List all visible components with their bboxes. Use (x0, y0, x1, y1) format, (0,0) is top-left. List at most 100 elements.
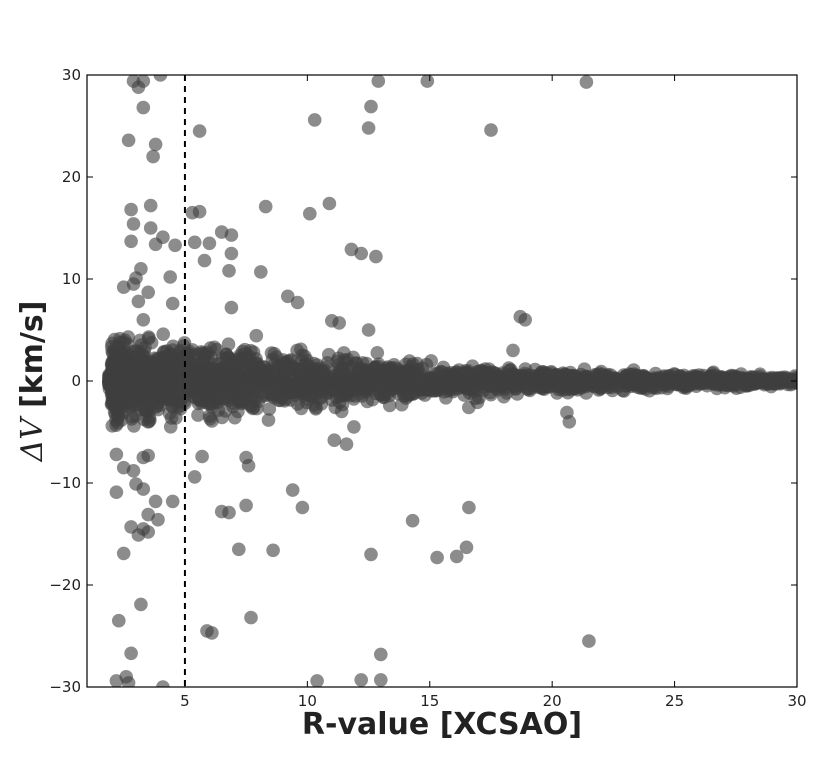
data-point (148, 137, 163, 152)
y-tick-label: −10 (49, 474, 81, 492)
x-tick-label: 20 (543, 692, 562, 710)
data-point (459, 375, 474, 389)
data-point (168, 238, 182, 253)
data-point (624, 377, 638, 392)
data-point (232, 542, 246, 557)
y-tick-label: 20 (62, 168, 81, 186)
data-point (338, 384, 352, 399)
data-point (197, 253, 212, 268)
data-point (156, 680, 170, 687)
data-point (291, 374, 306, 388)
data-point (205, 626, 219, 640)
data-point (148, 494, 163, 509)
data-point (348, 389, 363, 403)
data-point (105, 364, 120, 378)
data-point (112, 613, 126, 628)
data-point (126, 464, 141, 478)
data-point (241, 458, 256, 473)
x-axis-label: R-value [XCSAO] (302, 707, 582, 742)
data-point (374, 673, 388, 687)
data-point (202, 409, 217, 423)
data-point (506, 343, 520, 358)
data-point (404, 359, 419, 374)
data-point (371, 75, 386, 88)
data-point (310, 674, 324, 687)
data-point (462, 500, 476, 515)
data-point (224, 228, 239, 242)
data-point (403, 387, 418, 402)
data-point (385, 364, 400, 378)
data-point (232, 348, 247, 363)
data-point (156, 327, 170, 342)
data-point (109, 485, 124, 500)
data-point (116, 280, 131, 295)
data-point (339, 437, 354, 452)
data-point (696, 374, 711, 388)
data-point (222, 264, 236, 278)
data-point (136, 363, 150, 377)
y-axis-label: ΔV [km/s] (15, 301, 50, 463)
data-point (125, 362, 139, 376)
data-point (327, 433, 342, 448)
data-point (281, 289, 295, 304)
data-point (187, 356, 201, 371)
data-point (109, 413, 123, 427)
data-point (133, 333, 147, 348)
data-point (141, 285, 155, 300)
data-point (121, 133, 136, 148)
data-point (126, 217, 141, 231)
data-point (155, 360, 170, 375)
data-point (285, 385, 299, 399)
data-point (327, 369, 342, 383)
data-point (444, 379, 459, 394)
data-point (222, 505, 236, 520)
data-point (222, 350, 236, 365)
data-point (579, 75, 594, 89)
data-point (194, 394, 209, 408)
data-point (303, 206, 317, 221)
data-point (249, 328, 264, 343)
data-point (143, 198, 158, 213)
y-tick-label: 30 (62, 66, 81, 84)
data-point (135, 347, 150, 362)
data-points-layer (102, 75, 797, 687)
data-point (136, 482, 151, 496)
data-point (766, 372, 781, 386)
data-point (354, 673, 369, 687)
data-point (708, 368, 722, 383)
data-point (244, 610, 258, 625)
data-point (371, 359, 386, 374)
data-point (322, 196, 337, 211)
data-point (361, 121, 376, 135)
data-point (285, 483, 300, 497)
data-point (252, 372, 267, 386)
data-point (550, 379, 565, 394)
data-point (646, 380, 660, 395)
data-point (134, 597, 148, 612)
data-point (144, 335, 159, 350)
data-point (141, 525, 155, 539)
data-point (358, 377, 373, 392)
data-point (298, 349, 312, 364)
data-point (374, 647, 388, 662)
data-point (218, 404, 233, 418)
data-point (267, 346, 282, 361)
data-point (535, 376, 549, 391)
data-point (518, 313, 532, 327)
data-point (742, 378, 756, 393)
data-point (197, 367, 212, 382)
data-point (224, 300, 239, 315)
data-point (468, 391, 482, 406)
data-point (192, 204, 207, 219)
data-point (381, 385, 396, 400)
data-point (459, 540, 474, 555)
y-axis-label-symbol: ΔV (15, 415, 50, 463)
data-point (307, 113, 322, 127)
data-point (207, 340, 222, 355)
data-point (277, 358, 292, 373)
data-point (171, 400, 186, 414)
data-point (262, 402, 277, 416)
data-point (239, 498, 253, 513)
data-point (114, 386, 128, 400)
data-point (335, 397, 350, 412)
